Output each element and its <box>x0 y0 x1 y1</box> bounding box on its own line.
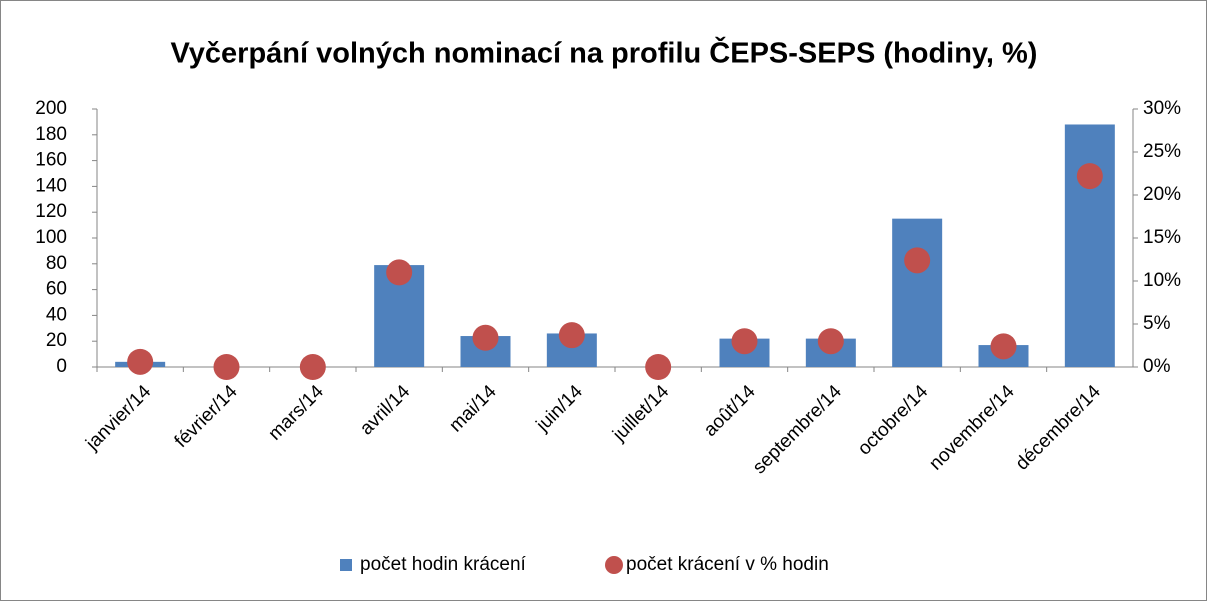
legend-label: počet hodin krácení <box>360 554 527 575</box>
y-tick-label: 200 <box>35 98 67 119</box>
legend-label: počet krácení v % hodin <box>626 554 829 575</box>
y2-tick-label: 5% <box>1143 313 1171 334</box>
y-tick-label: 40 <box>46 304 67 325</box>
legend-swatch <box>340 559 352 571</box>
point <box>990 333 1017 360</box>
point <box>645 354 672 380</box>
y-tick-label: 0 <box>56 356 67 377</box>
y-tick-label: 140 <box>35 175 67 196</box>
y-tick-label: 20 <box>46 330 67 351</box>
point <box>904 247 931 274</box>
point <box>817 328 844 355</box>
y2-tick-label: 30% <box>1143 98 1181 119</box>
point <box>213 354 240 380</box>
y2-tick-label: 25% <box>1143 141 1181 162</box>
bar <box>892 218 943 367</box>
y2-tick-label: 10% <box>1143 270 1181 291</box>
legend-swatch <box>605 556 623 574</box>
point <box>731 328 758 355</box>
y-tick-label: 180 <box>35 124 67 145</box>
point <box>472 324 499 351</box>
y-tick-label: 80 <box>46 253 67 274</box>
y-tick-label: 60 <box>46 279 67 300</box>
point <box>299 354 326 380</box>
point <box>386 259 413 286</box>
y2-tick-label: 20% <box>1143 184 1181 205</box>
point <box>1076 163 1103 190</box>
y2-tick-label: 15% <box>1143 227 1181 248</box>
point <box>127 348 154 375</box>
y-tick-label: 160 <box>35 150 67 171</box>
y-tick-label: 120 <box>35 201 67 222</box>
point <box>558 322 585 349</box>
chart-title: Vyčerpání volných nominací na profilu ČE… <box>171 36 1038 70</box>
y-tick-label: 100 <box>35 227 67 248</box>
y2-tick-label: 0% <box>1143 356 1171 377</box>
bar <box>1064 124 1115 367</box>
